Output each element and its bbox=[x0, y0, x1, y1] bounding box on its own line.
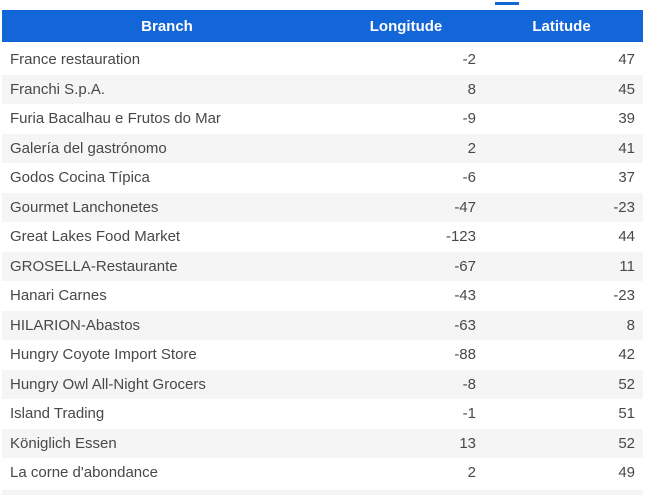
table-header-row: Branch Longitude Latitude bbox=[2, 10, 643, 42]
header-cell-latitude[interactable]: Latitude bbox=[532, 17, 591, 35]
cell-branch: GROSELLA-Restaurante bbox=[10, 257, 178, 275]
cell-branch: Hungry Coyote Import Store bbox=[10, 346, 197, 364]
table-row: Franchi S.p.A. 8 45 bbox=[2, 74, 643, 104]
cell-latitude: 45 bbox=[618, 80, 635, 98]
cell-latitude: -23 bbox=[613, 198, 635, 216]
table-row: Hanari Carnes -43 -23 bbox=[2, 281, 643, 311]
cell-latitude: -23 bbox=[613, 287, 635, 305]
cell-latitude: 52 bbox=[618, 434, 635, 452]
cell-latitude: 39 bbox=[618, 110, 635, 128]
partial-next-row bbox=[2, 489, 643, 495]
cell-branch: Great Lakes Food Market bbox=[10, 228, 181, 246]
table-row: Island Trading -1 51 bbox=[2, 399, 643, 429]
table-row: Godos Cocina Típica -6 37 bbox=[2, 163, 643, 193]
cell-longitude: 2 bbox=[467, 464, 476, 482]
table-row: Hungry Coyote Import Store -88 42 bbox=[2, 340, 643, 370]
table-row: Great Lakes Food Market -123 44 bbox=[2, 222, 643, 252]
cell-latitude: 8 bbox=[626, 316, 635, 334]
cell-latitude: 37 bbox=[618, 169, 635, 187]
header-cell-longitude[interactable]: Longitude bbox=[369, 17, 443, 35]
header-cell-branch[interactable]: Branch bbox=[141, 17, 193, 35]
cell-branch: Galería del gastrónomo bbox=[10, 139, 167, 157]
cell-latitude: 44 bbox=[618, 228, 635, 246]
cell-longitude: -88 bbox=[454, 346, 476, 364]
cell-longitude: -43 bbox=[454, 287, 476, 305]
cell-latitude: 51 bbox=[618, 405, 635, 423]
table-row: France restauration -2 47 bbox=[2, 45, 643, 75]
table-row: Königlich Essen 13 52 bbox=[2, 428, 643, 458]
cell-latitude: 41 bbox=[618, 139, 635, 157]
cell-branch: Hanari Carnes bbox=[10, 287, 107, 305]
data-table: Branch Longitude Latitude France restaur… bbox=[2, 10, 643, 495]
cell-longitude: -47 bbox=[454, 198, 476, 216]
cell-longitude: 13 bbox=[459, 434, 476, 452]
cell-branch: Hungry Owl All-Night Grocers bbox=[10, 375, 206, 393]
table-row: La corne d'abondance 2 49 bbox=[2, 458, 643, 488]
blue-dash-artifact bbox=[495, 2, 519, 5]
cell-branch: Gourmet Lanchonetes bbox=[10, 198, 159, 216]
table-row: Furia Bacalhau e Frutos do Mar -9 39 bbox=[2, 104, 643, 134]
cell-branch: Franchi S.p.A. bbox=[10, 80, 106, 98]
cell-branch: La corne d'abondance bbox=[10, 464, 158, 482]
cell-branch: France restauration bbox=[10, 51, 141, 69]
cell-longitude: 8 bbox=[467, 80, 476, 98]
cell-longitude: -67 bbox=[454, 257, 476, 275]
cell-longitude: -63 bbox=[454, 316, 476, 334]
cell-latitude: 42 bbox=[618, 346, 635, 364]
cell-branch: Furia Bacalhau e Frutos do Mar bbox=[10, 110, 221, 128]
table-row: GROSELLA-Restaurante -67 11 bbox=[2, 251, 643, 281]
cell-branch: Island Trading bbox=[10, 405, 105, 423]
cell-longitude: -123 bbox=[445, 228, 476, 246]
cell-latitude: 52 bbox=[618, 375, 635, 393]
cell-longitude: -2 bbox=[462, 51, 476, 69]
table-row: Gourmet Lanchonetes -47 -23 bbox=[2, 192, 643, 222]
cell-branch: Godos Cocina Típica bbox=[10, 169, 150, 187]
table-row: HILARION-Abastos -63 8 bbox=[2, 310, 643, 340]
cell-branch: HILARION-Abastos bbox=[10, 316, 141, 334]
cell-longitude: -8 bbox=[462, 375, 476, 393]
cell-latitude: 49 bbox=[618, 464, 635, 482]
table-row: Galería del gastrónomo 2 41 bbox=[2, 133, 643, 163]
cell-longitude: 2 bbox=[467, 139, 476, 157]
table-row: Hungry Owl All-Night Grocers -8 52 bbox=[2, 369, 643, 399]
cell-longitude: -6 bbox=[462, 169, 476, 187]
cell-latitude: 47 bbox=[618, 51, 635, 69]
table-body: France restauration -2 47 Franchi S.p.A. 8 45… bbox=[2, 45, 643, 488]
cell-branch: Königlich Essen bbox=[10, 434, 117, 452]
cell-latitude: 11 bbox=[619, 257, 635, 275]
cell-longitude: -1 bbox=[462, 405, 476, 423]
cell-longitude: -9 bbox=[462, 110, 476, 128]
